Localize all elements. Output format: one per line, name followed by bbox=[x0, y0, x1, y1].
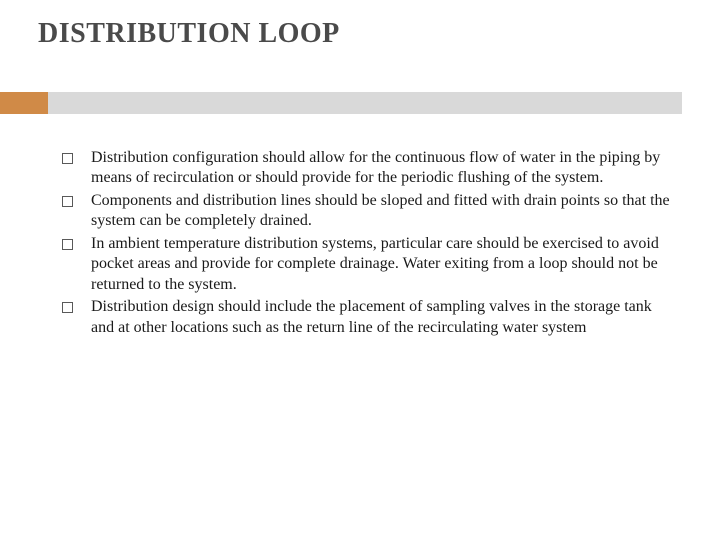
bullet-text: Distribution configuration should allow … bbox=[91, 148, 672, 189]
bullet-icon bbox=[62, 196, 73, 207]
list-item: Components and distribution lines should… bbox=[62, 191, 672, 232]
list-item: Distribution design should include the p… bbox=[62, 297, 672, 338]
bullet-icon bbox=[62, 302, 73, 313]
bullet-icon bbox=[62, 153, 73, 164]
bullet-list: Distribution configuration should allow … bbox=[62, 148, 672, 340]
slide-container: DISTRIBUTION LOOP Distribution configura… bbox=[0, 0, 720, 540]
bullet-text: Distribution design should include the p… bbox=[91, 297, 672, 338]
list-item: Distribution configuration should allow … bbox=[62, 148, 672, 189]
divider-bar bbox=[0, 92, 720, 114]
bullet-icon bbox=[62, 239, 73, 250]
bullet-text: In ambient temperature distribution syst… bbox=[91, 234, 672, 295]
bullet-text: Components and distribution lines should… bbox=[91, 191, 672, 232]
gray-bar bbox=[48, 92, 682, 114]
accent-bar bbox=[0, 92, 48, 114]
list-item: In ambient temperature distribution syst… bbox=[62, 234, 672, 295]
slide-title: DISTRIBUTION LOOP bbox=[38, 18, 682, 50]
